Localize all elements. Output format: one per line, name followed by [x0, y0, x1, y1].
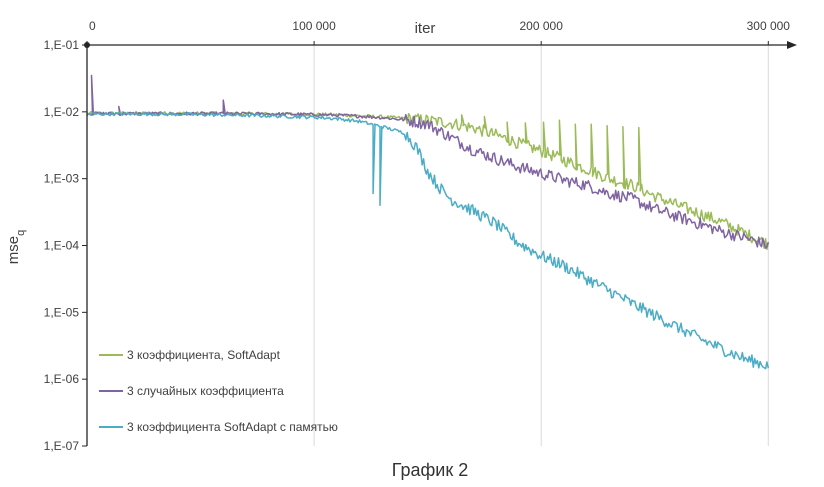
legend-label: 3 коэффициента SoftAdapt с памятью	[127, 420, 338, 434]
y-tick-label: 1,E-04	[44, 239, 80, 253]
x-tick-label: 300 000	[747, 19, 791, 33]
x-tick-label: 200 000	[519, 19, 563, 33]
series-line	[86, 110, 770, 251]
y-tick-label: 1,E-06	[44, 372, 80, 386]
x-axis-title: iter	[415, 20, 436, 37]
x-axis-arrow	[787, 41, 797, 49]
y-tick-label: 1,E-01	[44, 38, 80, 52]
chart-caption: График 2	[392, 460, 469, 480]
x-tick-label: 0	[89, 19, 96, 33]
y-tick-label: 1,E-02	[44, 105, 80, 119]
y-ticks: 1,E-01 1,E-02 1,E-03 1,E-04 1,E-05 1,E-06 1,E-…	[44, 38, 87, 453]
y-tick-label: 1,E-03	[44, 172, 80, 186]
series-line	[86, 74, 770, 249]
series-layer	[86, 74, 770, 370]
x-tick-label: 100 000	[292, 19, 336, 33]
legend: 3 коэффициента, SoftAdapt 3 случайных коэ…	[99, 348, 338, 434]
legend-label: 3 случайных коэффициента	[127, 384, 284, 398]
y-axis-title-sub: q	[15, 230, 27, 236]
series-line	[86, 111, 770, 370]
y-tick-label: 1,E-05	[44, 305, 80, 319]
y-axis-title: mseq	[5, 230, 27, 264]
grid	[313, 45, 769, 446]
x-ticks: 0 100 000 200 000 300 000	[86, 19, 791, 45]
legend-label: 3 коэффициента, SoftAdapt	[127, 348, 281, 362]
y-axis-title-base: mse	[5, 236, 22, 264]
y-tick-label: 1,E-07	[44, 439, 80, 453]
